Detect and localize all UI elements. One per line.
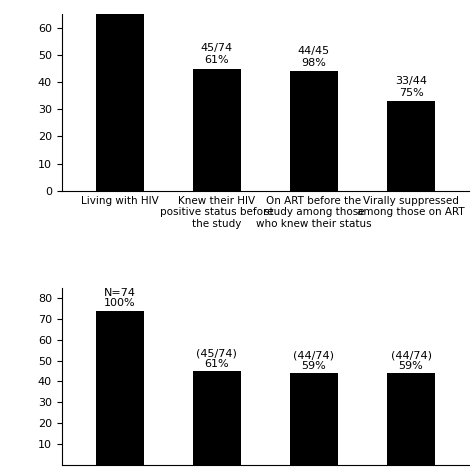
Bar xyxy=(96,311,144,465)
Bar xyxy=(192,69,241,191)
Bar xyxy=(290,71,338,191)
Text: 59%: 59% xyxy=(301,361,326,371)
Text: 98%: 98% xyxy=(301,58,327,68)
Text: (44/74): (44/74) xyxy=(293,350,335,360)
Text: 59%: 59% xyxy=(399,361,423,371)
Bar xyxy=(387,101,435,191)
Text: 75%: 75% xyxy=(399,88,423,98)
Text: (45/74): (45/74) xyxy=(197,348,237,358)
Text: 61%: 61% xyxy=(205,358,229,369)
Text: 45/74: 45/74 xyxy=(201,43,233,53)
Text: 100%: 100% xyxy=(104,298,136,308)
Bar xyxy=(192,371,241,465)
Text: 44/45: 44/45 xyxy=(298,46,330,56)
Text: 61%: 61% xyxy=(205,55,229,65)
Text: (44/74): (44/74) xyxy=(391,350,431,360)
Text: N=74: N=74 xyxy=(104,288,136,298)
Text: 33/44: 33/44 xyxy=(395,76,427,86)
Bar xyxy=(96,0,144,191)
Bar xyxy=(290,373,338,465)
Bar xyxy=(387,373,435,465)
